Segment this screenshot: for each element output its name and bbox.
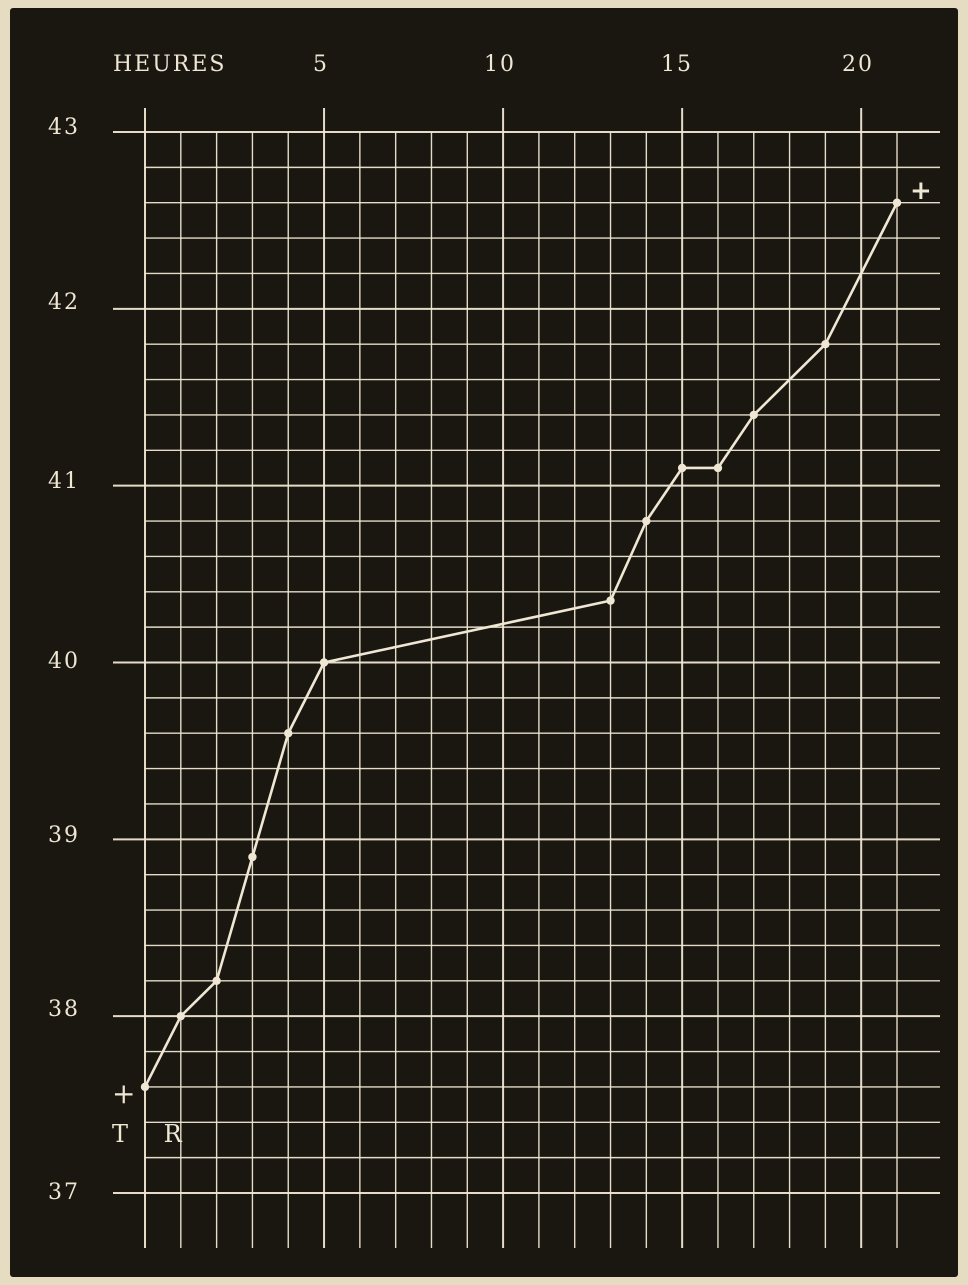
x-tick-20: 20 [842, 52, 874, 77]
data-point [606, 596, 615, 605]
data-point [140, 1082, 150, 1092]
data-point [319, 658, 329, 667]
y-tick-42: 42 [48, 290, 80, 315]
y-tick-43: 43 [48, 115, 80, 140]
x-tick-5: 5 [313, 52, 329, 77]
grid-major [113, 108, 940, 1248]
data-point [248, 852, 257, 862]
chart-plate: HEURES 5 10 15 20 37 38 39 40 41 42 43 +… [10, 8, 958, 1277]
y-tick-41: 41 [48, 469, 80, 494]
y-tick-38: 38 [48, 997, 80, 1022]
data-point [713, 463, 723, 473]
end-cross-mark: + [910, 176, 932, 206]
data-point [212, 976, 221, 985]
data-point [749, 410, 758, 420]
series-layer [140, 198, 902, 1092]
data-point [821, 340, 830, 349]
data-point [892, 198, 902, 207]
series-line [143, 201, 899, 1089]
x-tick-10: 10 [484, 52, 516, 77]
data-point [284, 729, 293, 738]
data-point [176, 1011, 186, 1021]
temperature-chart [113, 108, 940, 1248]
x-axis-label: HEURES [113, 52, 227, 77]
start-cross-mark: + [112, 1077, 136, 1110]
data-point [677, 463, 687, 473]
x-tick-15: 15 [661, 52, 693, 77]
start-label: T R [112, 1120, 196, 1148]
y-tick-39: 39 [48, 823, 80, 848]
y-tick-40: 40 [48, 649, 80, 674]
data-point [642, 516, 651, 526]
grid-minor [145, 132, 940, 1248]
y-tick-37: 37 [48, 1180, 80, 1205]
